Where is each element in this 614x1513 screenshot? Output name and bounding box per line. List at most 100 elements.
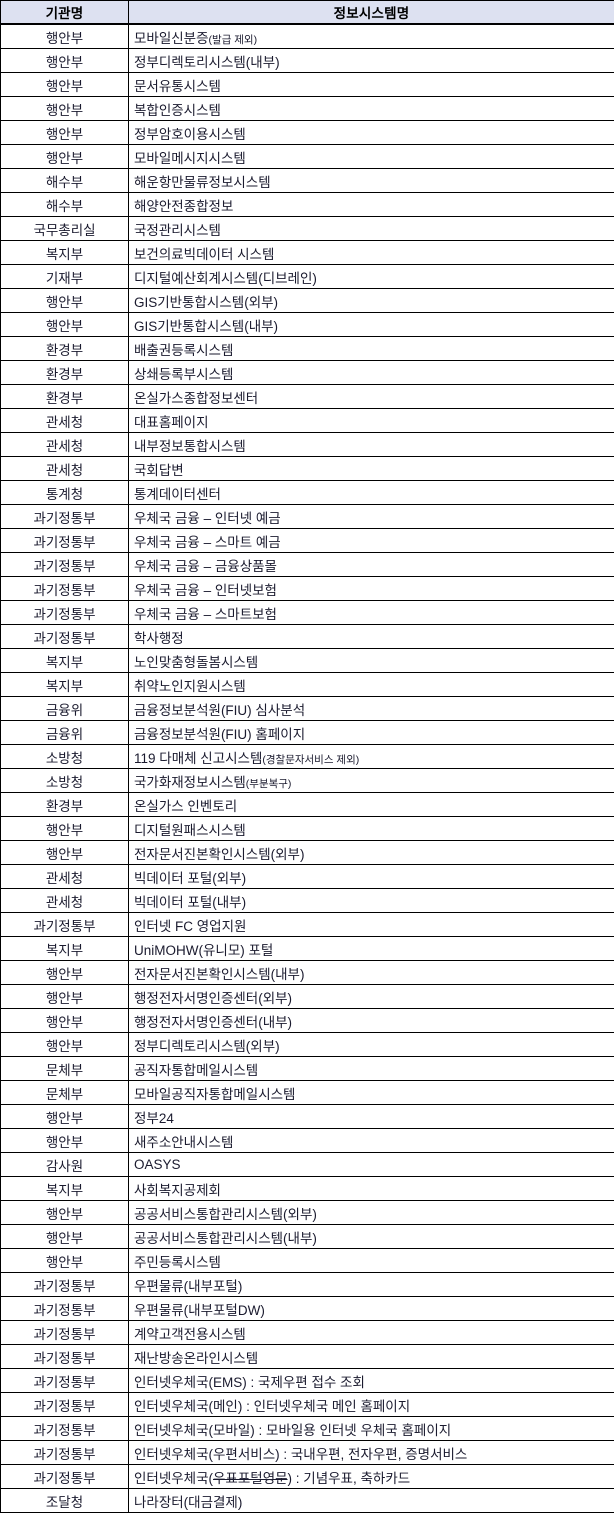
cell-system: 보건의료빅데이터 시스템 xyxy=(129,241,614,265)
cell-agency: 행안부 xyxy=(1,1225,129,1249)
cell-agency: 행안부 xyxy=(1,1105,129,1129)
system-name: 정부암호이용시스템 xyxy=(134,127,246,142)
column-header-agency: 기관명 xyxy=(1,1,129,25)
cell-agency: 행안부 xyxy=(1,73,129,97)
cell-system: 나라장터(대금결제) xyxy=(129,1489,614,1513)
table-row: 행안부 전자문서진본확인시스템(내부) xyxy=(1,961,614,985)
system-name: 우체국 금융 – 스마트보험 xyxy=(134,607,277,622)
cell-agency: 조달청 xyxy=(1,1489,129,1513)
cell-system: 인터넷우체국(메인) : 인터넷우체국 메인 홈페이지 xyxy=(129,1393,614,1417)
table-row: 행안부 정부24 xyxy=(1,1105,614,1129)
system-name: 학사행정 xyxy=(134,631,184,646)
column-header-system: 정보시스템명 xyxy=(129,1,614,25)
table-row: 과기정통부 우편물류(내부포털) xyxy=(1,1273,614,1297)
cell-system: UniMOHW(유니모) 포털 xyxy=(129,937,614,961)
system-name: 119 다매체 신고시스템 xyxy=(134,751,262,766)
cell-agency: 행안부 xyxy=(1,985,129,1009)
cell-system: 행정전자서명인증센터(외부) xyxy=(129,985,614,1009)
cell-system: 인터넷우체국(모바일) : 모바일용 인터넷 우체국 홈페이지 xyxy=(129,1417,614,1441)
cell-agency: 과기정통부 xyxy=(1,1441,129,1465)
cell-system: 국가화재정보시스템(부분복구) xyxy=(129,769,614,793)
cell-agency: 과기정통부 xyxy=(1,1273,129,1297)
cell-system: 계약고객전용시스템 xyxy=(129,1321,614,1345)
cell-system: 내부정보통합시스템 xyxy=(129,433,614,457)
cell-agency: 행안부 xyxy=(1,1249,129,1273)
cell-agency: 행안부 xyxy=(1,841,129,865)
table-row: 과기정통부 우체국 금융 – 스마트보험 xyxy=(1,601,614,625)
system-name: GIS기반통합시스템(외부) xyxy=(134,295,278,310)
system-name: 정부24 xyxy=(134,1111,174,1126)
cell-system: 디지털원패스시스템 xyxy=(129,817,614,841)
cell-agency: 행안부 xyxy=(1,961,129,985)
cell-agency: 행안부 xyxy=(1,1201,129,1225)
cell-system: GIS기반통합시스템(내부) xyxy=(129,313,614,337)
system-name: 전자문서진본확인시스템(내부) xyxy=(134,967,304,982)
system-name: 내부정보통합시스템 xyxy=(134,439,246,454)
system-name: 재난방송온라인시스템 xyxy=(134,1351,258,1366)
cell-agency: 소방청 xyxy=(1,745,129,769)
cell-agency: 복지부 xyxy=(1,673,129,697)
cell-agency: 행안부 xyxy=(1,145,129,169)
cell-agency: 해수부 xyxy=(1,193,129,217)
system-name: 우편물류(내부포털) xyxy=(134,1279,242,1294)
cell-agency: 관세청 xyxy=(1,433,129,457)
cell-system: 인터넷우체국(EMS) : 국제우편 접수 조회 xyxy=(129,1369,614,1393)
system-name-note: (부분복구) xyxy=(246,778,292,790)
system-name: 공공서비스통합관리시스템(내부) xyxy=(134,1231,317,1246)
system-name: GIS기반통합시스템(내부) xyxy=(134,319,278,334)
cell-system: 정부디렉토리시스템(외부) xyxy=(129,1033,614,1057)
cell-system: 국정관리시스템 xyxy=(129,217,614,241)
cell-system: 행정전자서명인증센터(내부) xyxy=(129,1009,614,1033)
system-name: 새주소안내시스템 xyxy=(134,1135,233,1150)
cell-system: 주민등록시스템 xyxy=(129,1249,614,1273)
cell-system: 온실가스 인벤토리 xyxy=(129,793,614,817)
system-name: UniMOHW(유니모) 포털 xyxy=(134,943,273,958)
cell-agency: 과기정통부 xyxy=(1,601,129,625)
cell-system: 인터넷 FC 영업지원 xyxy=(129,913,614,937)
cell-agency: 통계청 xyxy=(1,481,129,505)
cell-agency: 기재부 xyxy=(1,265,129,289)
cell-agency: 관세청 xyxy=(1,409,129,433)
cell-system: 디지털예산회계시스템(디브레인) xyxy=(129,265,614,289)
cell-system: 모바일공직자통합메일시스템 xyxy=(129,1081,614,1105)
cell-agency: 과기정통부 xyxy=(1,1393,129,1417)
cell-system: 우체국 금융 – 인터넷보험 xyxy=(129,577,614,601)
cell-system: 우체국 금융 – 금융상품몰 xyxy=(129,553,614,577)
system-name: 해운항만물류정보시스템 xyxy=(134,175,271,190)
cell-agency: 행안부 xyxy=(1,817,129,841)
cell-agency: 행안부 xyxy=(1,289,129,313)
cell-system: 119 다매체 신고시스템(경찰문자서비스 제외) xyxy=(129,745,614,769)
cell-system: 금융정보분석원(FIU) 심사분석 xyxy=(129,697,614,721)
system-name: 취약노인지원시스템 xyxy=(134,679,246,694)
cell-agency: 환경부 xyxy=(1,793,129,817)
system-name: 공직자통합메일시스템 xyxy=(134,1063,258,1078)
system-name: 국회답변 xyxy=(134,463,184,478)
system-name: 빅데이터 포털(외부) xyxy=(134,871,246,886)
system-name: 인터넷 FC 영업지원 xyxy=(134,919,246,934)
